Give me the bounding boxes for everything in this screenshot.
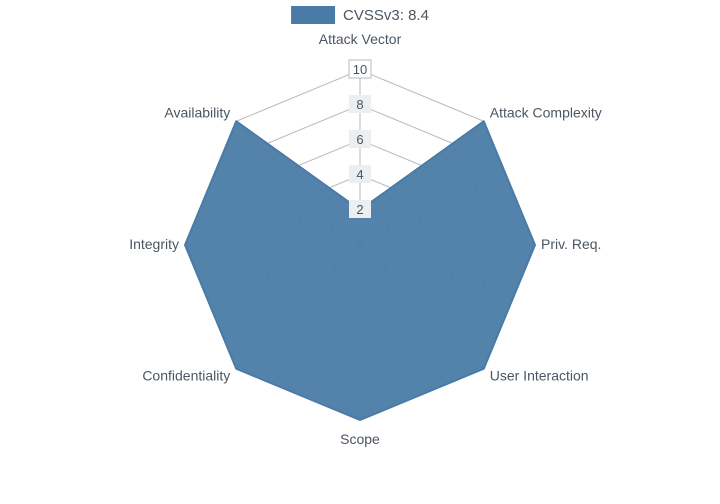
tick-label: 2 [356,202,363,217]
radar-chart: Attack Vector Attack Complexity Priv. Req.… [0,0,720,504]
legend: CVSSv3: 8.4 [291,6,429,24]
tick-label: 6 [356,132,363,147]
legend-swatch [291,6,335,24]
axis-label: Availability [164,104,230,120]
tick-label: 10 [353,62,367,77]
axis-label: Priv. Req. [541,236,601,252]
legend-label: CVSSv3: 8.4 [343,7,429,24]
axis-label: Scope [340,431,380,447]
axis-label: Confidentiality [142,368,230,384]
axis-label: User Interaction [490,368,589,384]
axis-label: Attack Complexity [490,104,602,120]
axis-label: Integrity [129,236,179,252]
tick-label: 8 [356,97,363,112]
axis-label: Attack Vector [319,31,402,47]
tick-label: 4 [356,167,363,182]
